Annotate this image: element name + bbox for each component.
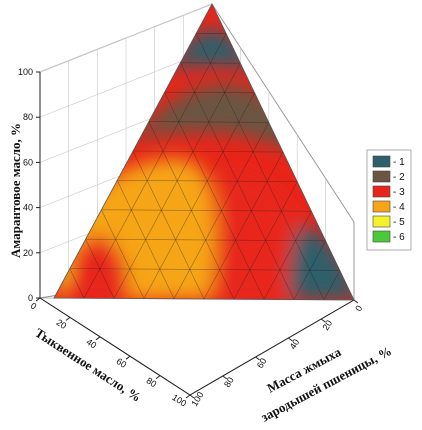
- surface-grid-line: [173, 122, 270, 299]
- surface-grid-line: [132, 150, 284, 153]
- surface-grid-line: [132, 150, 205, 300]
- front-right-axis-tick-label: 80: [222, 375, 236, 389]
- legend-swatch: [372, 230, 391, 243]
- ternary-surface: [54, 4, 354, 300]
- legend-swatch: [372, 185, 391, 198]
- legend-label: - 1: [393, 157, 405, 168]
- left-axis-tick-label: 80: [23, 112, 33, 122]
- floor-edge-left: [39, 297, 191, 396]
- front-left-axis-tick: [65, 316, 71, 321]
- front-left-axis-tick-label: 80: [145, 375, 159, 389]
- surface-grid-line: [116, 180, 175, 299]
- surface-grid-line: [69, 268, 85, 299]
- legend-swatch: [372, 200, 391, 213]
- front-right-axis-tick-label: 40: [288, 337, 302, 351]
- surface-grid-line: [69, 268, 340, 271]
- legend-swatch: [372, 215, 391, 228]
- legend-label: - 3: [393, 187, 405, 198]
- left-axis-tick-label: 0: [28, 293, 33, 303]
- surface-grid-line: [117, 180, 298, 182]
- legend-swatch: [372, 170, 391, 183]
- surface-grid-line: [101, 209, 312, 212]
- left-axis-tick-label: 100: [18, 67, 33, 77]
- front-right-axis-tick: [222, 375, 228, 380]
- legend-label: - 5: [393, 217, 405, 228]
- surface-grid-line: [148, 121, 269, 123]
- left-axis-tick-label: 20: [23, 248, 33, 258]
- floor-edge-right: [189, 299, 355, 396]
- surface-grid-line: [164, 91, 255, 94]
- front-right-axis-tick: [189, 394, 195, 399]
- front-left-axis-tick-label: 40: [85, 337, 99, 351]
- surface-grid-line: [203, 151, 284, 300]
- surface-grid-line: [233, 181, 298, 300]
- front-right-axis-tick: [320, 318, 326, 323]
- surface-grid-line: [101, 209, 145, 299]
- front-left-axis-tick: [95, 336, 101, 341]
- front-right-axis-tick-label: 0: [353, 304, 364, 314]
- legend: - 1 - 2 - 3 - 4 - 5 - 6: [366, 149, 412, 251]
- front-left-axis-tick: [185, 394, 191, 399]
- surface-grid: [69, 33, 341, 300]
- front-right-axis-tick: [255, 356, 260, 361]
- front-left-axis-tick-label: 60: [115, 356, 129, 370]
- surface-grid-line: [85, 239, 115, 299]
- left-axis-ticks: 0 20 40 60 80 100: [18, 67, 40, 303]
- front-left-axis-tick-label: 100: [170, 392, 188, 409]
- front-left-axis-tick-label: 0: [29, 301, 39, 312]
- front-right-axis-tick-label: 20: [320, 318, 334, 332]
- surface-grid-line: [180, 62, 295, 300]
- surface-grid-line: [83, 33, 227, 299]
- front-right-axis-tick-label: 60: [255, 356, 269, 370]
- surface-grid-line: [148, 121, 235, 300]
- front-right-axis-tick: [288, 337, 293, 342]
- left-axis-label: Амарантовое масло, %: [8, 123, 23, 258]
- left-axis-tick-label: 40: [23, 203, 33, 213]
- front-left-axis-tick-label: 20: [55, 317, 69, 331]
- front-left-axis-tick: [155, 375, 161, 380]
- front-left-axis-ticks: 0 20 40 60 80 100: [29, 297, 191, 409]
- front-right-axis-tick-label: 100: [189, 390, 205, 408]
- surface-grid-line: [293, 240, 326, 300]
- legend-swatch: [372, 155, 391, 168]
- front-left-axis-tick: [125, 355, 131, 360]
- surface-grid-line: [323, 270, 341, 300]
- surface-grid-line: [113, 63, 241, 299]
- legend-label: - 4: [393, 202, 405, 213]
- surface-grid-line: [195, 33, 325, 300]
- front-right-axis-tick: [353, 299, 359, 304]
- front-left-axis-tick: [35, 297, 41, 302]
- front-left-axis-label: Тыквенное масло, %: [32, 325, 144, 405]
- legend-label: - 2: [393, 172, 405, 183]
- legend-label: - 6: [393, 232, 405, 243]
- surface-grid-line: [85, 238, 326, 242]
- surface-outline: [53, 3, 355, 301]
- surface-grid-line: [263, 211, 312, 300]
- left-axis-tick-label: 60: [23, 157, 33, 167]
- surface-grid-line: [164, 92, 265, 300]
- surface-grid-line: [143, 92, 255, 299]
